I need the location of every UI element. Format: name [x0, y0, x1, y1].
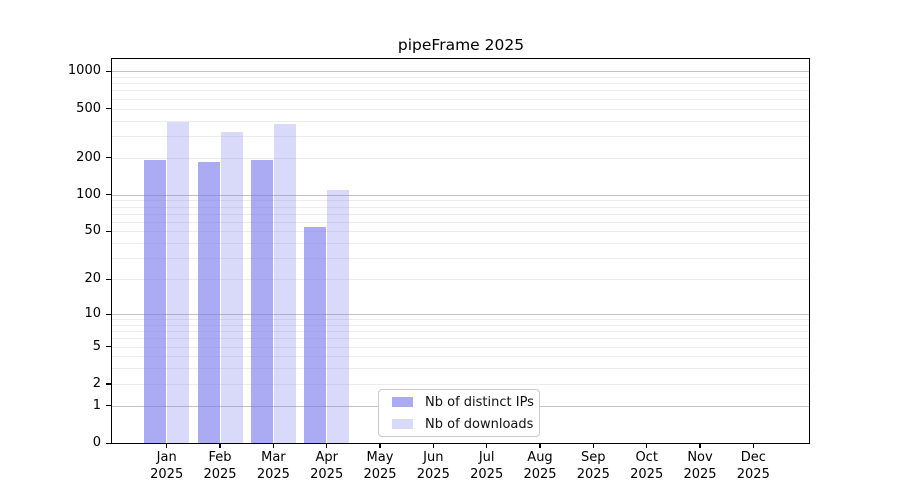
- gridline-minor-500: [112, 108, 809, 110]
- bar-distinct-ips-mar: [250, 160, 273, 443]
- bar-distinct-ips-jan: [144, 159, 167, 443]
- plot-area: [112, 59, 809, 443]
- x-tick-may: [379, 443, 381, 448]
- x-tick-label-apr: Apr 2025: [310, 450, 344, 482]
- y-tick-label-0: 0: [92, 435, 101, 450]
- gridline-minor-3: [112, 368, 809, 370]
- y-tick-label-200: 200: [76, 149, 101, 165]
- x-tick-label-nov: Nov 2025: [683, 450, 717, 482]
- gridline-major-10: [112, 314, 809, 315]
- x-tick-label-may: May 2025: [363, 450, 397, 482]
- gridline-minor-6: [112, 338, 809, 340]
- gridline-major-1000: [112, 71, 809, 73]
- legend-label-distinct-ips: Nb of distinct IPs: [425, 394, 534, 410]
- x-tick-nov: [699, 443, 701, 448]
- x-tick-label-jul: Jul 2025: [470, 450, 504, 482]
- x-tick-label-jun: Jun 2025: [416, 450, 450, 482]
- gridline-minor-800: [112, 83, 809, 85]
- y-tick-label-1000: 1000: [67, 63, 101, 79]
- x-tick-jul: [486, 443, 488, 448]
- y-tick-label-20: 20: [84, 271, 101, 287]
- gridline-minor-7: [112, 331, 809, 333]
- gridline-minor-700: [112, 90, 809, 92]
- gridline-minor-5: [112, 346, 809, 348]
- x-tick-oct: [646, 443, 648, 448]
- y-tick-200: [106, 157, 112, 159]
- y-tick-50: [106, 230, 112, 233]
- y-tick-label-2: 2: [92, 375, 101, 391]
- x-tick-label-aug: Aug 2025: [523, 450, 557, 482]
- y-tick-500: [106, 108, 112, 110]
- x-tick-jan: [166, 443, 168, 448]
- legend: Nb of distinct IPs Nb of downloads: [378, 389, 540, 437]
- y-tick-label-500: 500: [76, 100, 101, 116]
- gridline-minor-50: [112, 231, 809, 233]
- y-tick-10: [106, 313, 112, 315]
- x-tick-apr: [326, 443, 328, 448]
- y-tick-1000: [106, 70, 112, 72]
- legend-row-distinct-ips: Nb of distinct IPs: [379, 393, 539, 411]
- y-tick-20: [106, 278, 112, 280]
- x-tick-aug: [539, 443, 541, 448]
- x-tick-label-feb: Feb 2025: [203, 450, 237, 482]
- x-tick-label-sep: Sep 2025: [576, 450, 610, 482]
- x-tick-mar: [272, 443, 274, 448]
- gridline-minor-300: [112, 135, 809, 137]
- y-tick-2: [106, 383, 112, 385]
- x-tick-label-jan: Jan 2025: [150, 450, 184, 482]
- gridline-minor-400: [112, 120, 809, 122]
- y-tick-label-1: 1: [92, 397, 101, 413]
- x-tick-label-dec: Dec 2025: [736, 450, 770, 482]
- legend-label-downloads: Nb of downloads: [425, 416, 534, 432]
- bar-downloads-feb: [220, 131, 243, 443]
- gridline-minor-90: [112, 200, 809, 202]
- x-tick-sep: [592, 443, 594, 448]
- bar-distinct-ips-apr: [304, 227, 327, 443]
- y-tick-0: [106, 442, 112, 444]
- y-tick-label-10: 10: [84, 306, 101, 321]
- gridline-minor-20: [112, 279, 809, 281]
- y-tick-5: [106, 346, 112, 348]
- x-tick-label-mar: Mar 2025: [256, 450, 290, 482]
- gridline-minor-900: [112, 76, 809, 78]
- legend-row-downloads: Nb of downloads: [379, 415, 539, 433]
- bar-downloads-apr: [327, 189, 350, 443]
- x-tick-label-oct: Oct 2025: [630, 450, 664, 482]
- gridline-major-100: [112, 194, 809, 196]
- gridline-minor-80: [112, 206, 809, 208]
- y-tick-100: [106, 194, 112, 196]
- gridline-minor-200: [112, 157, 809, 159]
- y-tick-label-50: 50: [84, 223, 101, 239]
- y-tick-label-100: 100: [76, 186, 101, 202]
- gridline-minor-9: [112, 319, 809, 321]
- bar-downloads-mar: [273, 123, 296, 443]
- x-tick-feb: [219, 443, 221, 448]
- gridline-minor-30: [112, 258, 809, 260]
- chart-title: pipeFrame 2025: [397, 36, 525, 54]
- legend-swatch-distinct-ips: [392, 397, 413, 407]
- y-tick-label-5: 5: [92, 338, 101, 354]
- gridline-minor-4: [112, 356, 809, 358]
- gridline-minor-2: [112, 383, 809, 385]
- x-tick-jun: [432, 443, 434, 448]
- bar-distinct-ips-feb: [197, 162, 220, 443]
- gridline-minor-600: [112, 98, 809, 100]
- y-tick-1: [106, 405, 112, 407]
- legend-swatch-downloads: [392, 419, 413, 429]
- gridline-minor-60: [112, 221, 809, 223]
- gridline-minor-8: [112, 324, 809, 326]
- gridline-minor-40: [112, 243, 809, 245]
- bar-downloads-jan: [167, 121, 190, 443]
- gridline-minor-70: [112, 213, 809, 215]
- x-tick-dec: [752, 443, 754, 448]
